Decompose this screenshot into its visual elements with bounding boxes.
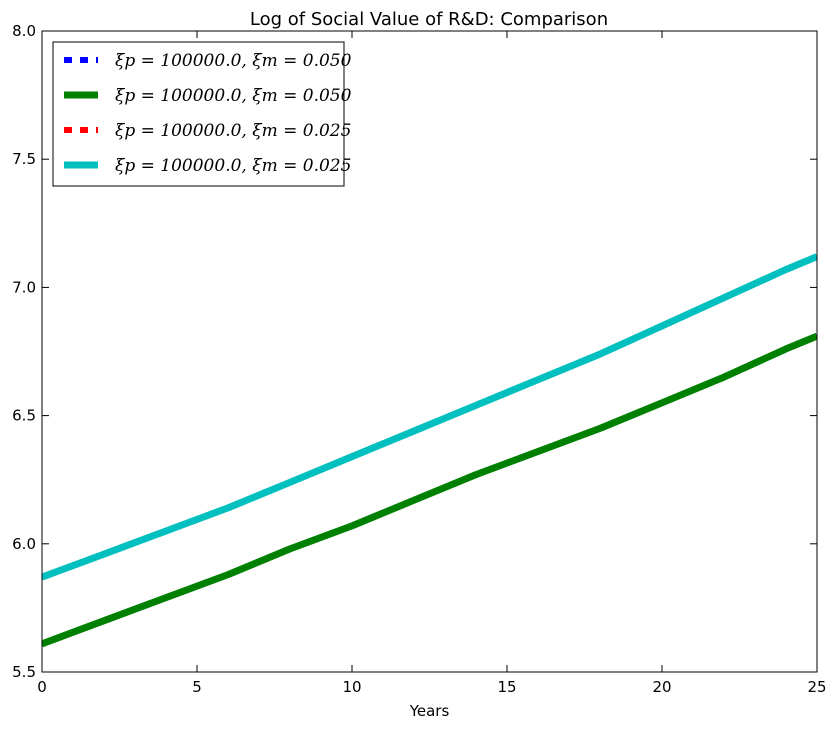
x-tick-label: 20	[652, 678, 671, 696]
legend: ξp = 100000.0, ξm = 0.050 ξp = 100000.0, …	[52, 41, 352, 187]
plot-area	[42, 253, 817, 648]
x-tick-label: 5	[192, 678, 202, 696]
series-line-4	[42, 253, 817, 581]
axis-ticks: 0 5 10 15 20 25 5.5 6.0 6.5 7.0 7.5 8.0	[12, 22, 826, 696]
chart-title: Log of Social Value of R&D: Comparison	[250, 9, 608, 30]
legend-label: ξp = 100000.0, ξm = 0.025	[115, 156, 351, 176]
x-tick-label: 25	[807, 678, 826, 696]
y-tick-label: 8.0	[12, 22, 36, 40]
x-tick-label: 15	[497, 678, 516, 696]
legend-box	[52, 41, 345, 187]
legend-label: ξp = 100000.0, ξm = 0.025	[115, 121, 351, 141]
y-tick-label: 6.0	[12, 535, 36, 553]
x-axis-label: Years	[409, 702, 450, 720]
x-tick-label: 10	[342, 678, 361, 696]
y-tick-label: 5.5	[12, 663, 36, 681]
legend-label: ξp = 100000.0, ξm = 0.050	[115, 86, 352, 106]
y-tick-label: 6.5	[12, 407, 36, 425]
x-tick-label: 0	[37, 678, 47, 696]
y-tick-label: 7.0	[12, 278, 36, 296]
y-tick-label: 7.5	[12, 150, 36, 168]
series-line-2	[42, 332, 817, 648]
legend-label: ξp = 100000.0, ξm = 0.050	[115, 51, 352, 71]
plot-frame	[41, 30, 818, 673]
